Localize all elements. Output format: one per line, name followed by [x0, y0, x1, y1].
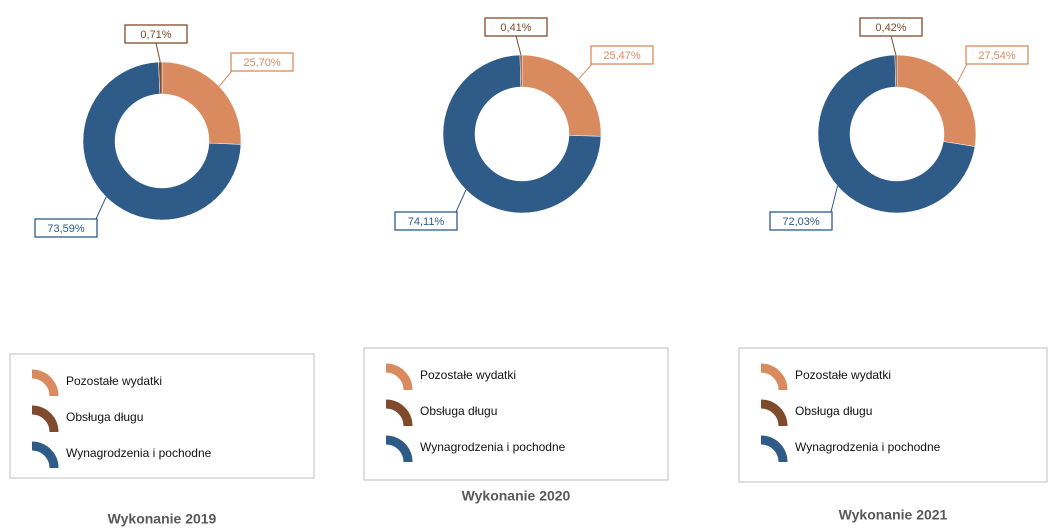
legend-box	[363, 347, 669, 481]
legend-text: Obsługa długu	[66, 410, 143, 424]
legend-swatch	[760, 363, 788, 391]
data-label: 25,47%	[603, 50, 641, 62]
legend-text: Wynagrodzenia i pochodne	[795, 440, 941, 454]
chart-title: Wykonanie 2020	[462, 488, 571, 504]
legend-text: Pozostałe wydatki	[795, 368, 891, 382]
legend-box	[9, 353, 315, 479]
label-box	[859, 17, 923, 37]
legend-text: Pozostałe wydatki	[420, 368, 516, 382]
legend-swatch	[385, 435, 413, 463]
legend-text: Obsługa długu	[795, 404, 872, 418]
legend-swatch	[31, 405, 59, 433]
label-box	[965, 45, 1029, 65]
legend-swatch	[760, 435, 788, 463]
leader-line	[830, 185, 839, 213]
leader-line	[956, 63, 968, 84]
data-label: 0,41%	[500, 22, 531, 34]
donut-slice	[158, 61, 163, 95]
data-label: 25,70%	[243, 57, 281, 69]
donut-slice	[82, 61, 242, 221]
label-box	[590, 45, 654, 65]
chart-title: Wykonanie 2021	[839, 507, 948, 523]
label-box	[394, 211, 458, 231]
legend-text: Wynagrodzenia i pochodne	[420, 440, 566, 454]
data-label: 73,59%	[47, 223, 85, 235]
legend-text: Obsługa długu	[420, 404, 497, 418]
legend-text: Wynagrodzenia i pochodne	[66, 446, 212, 460]
legend-box	[738, 347, 1048, 483]
legend-text: Pozostałe wydatki	[66, 374, 162, 388]
data-label: 0,42%	[875, 22, 906, 34]
leader-line	[155, 42, 161, 63]
chart-title: Wykonanie 2019	[108, 511, 217, 527]
label-box	[124, 24, 188, 44]
data-label: 74,11%	[408, 216, 445, 228]
leader-line	[890, 35, 897, 56]
data-label: 72,03%	[782, 216, 820, 228]
donut-slice	[817, 54, 976, 214]
data-label: 0,71%	[140, 29, 171, 41]
legend-swatch	[760, 399, 788, 427]
legend-swatch	[31, 369, 59, 397]
legend-swatch	[31, 441, 59, 469]
label-box	[230, 52, 294, 72]
leader-line	[455, 189, 467, 213]
leader-line	[578, 63, 593, 80]
leader-line	[218, 70, 233, 87]
leader-line	[515, 35, 522, 56]
legend-swatch	[385, 399, 413, 427]
legend-swatch	[385, 363, 413, 391]
label-box	[484, 17, 548, 37]
donut-slice	[442, 54, 602, 214]
data-label: 27,54%	[978, 50, 1016, 62]
label-box	[34, 218, 98, 238]
label-box	[769, 211, 833, 231]
leader-line	[95, 196, 107, 220]
